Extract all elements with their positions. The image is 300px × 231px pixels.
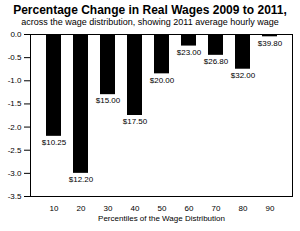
svg-text:$20.00: $20.00 <box>150 76 175 85</box>
svg-text:$12.20: $12.20 <box>69 175 94 184</box>
svg-text:20: 20 <box>77 204 86 213</box>
svg-text:10: 10 <box>50 204 59 213</box>
svg-text:50: 50 <box>158 204 167 213</box>
svg-text:0.0: 0.0 <box>10 30 22 39</box>
svg-text:-1.5: -1.5 <box>8 99 22 108</box>
svg-text:-3.5: -3.5 <box>8 192 22 201</box>
svg-text:$17.50: $17.50 <box>123 117 148 126</box>
svg-text:$23.00: $23.00 <box>177 48 202 57</box>
svg-text:$26.80: $26.80 <box>204 57 229 66</box>
svg-text:-2.0: -2.0 <box>8 123 22 132</box>
svg-text:-0.5: -0.5 <box>8 53 22 62</box>
html-text:across the wage distribution,: across the wage distribution, showing 20… <box>21 17 279 27</box>
svg-text:30: 30 <box>104 204 113 213</box>
html-text:Percentage Change in Real Wage: Percentage Change in Real Wages 2009 to … <box>13 3 287 17</box>
svg-text:-1.0: -1.0 <box>8 76 22 85</box>
svg-text:40: 40 <box>131 204 140 213</box>
svg-text:70: 70 <box>212 204 221 213</box>
svg-text:80: 80 <box>239 204 248 213</box>
svg-text:Percentiles of the Wage Distri: Percentiles of the Wage Distribution <box>98 214 225 223</box>
svg-text:-2.5: -2.5 <box>8 146 22 155</box>
svg-text:90: 90 <box>266 204 275 213</box>
svg-text:$10.25: $10.25 <box>42 138 67 147</box>
svg-text:$32.00: $32.00 <box>231 71 256 80</box>
svg-text:-3.0: -3.0 <box>8 169 22 178</box>
svg-text:$39.80: $39.80 <box>258 38 283 47</box>
svg-text:$15.00: $15.00 <box>96 96 121 105</box>
svg-text:60: 60 <box>185 204 194 213</box>
